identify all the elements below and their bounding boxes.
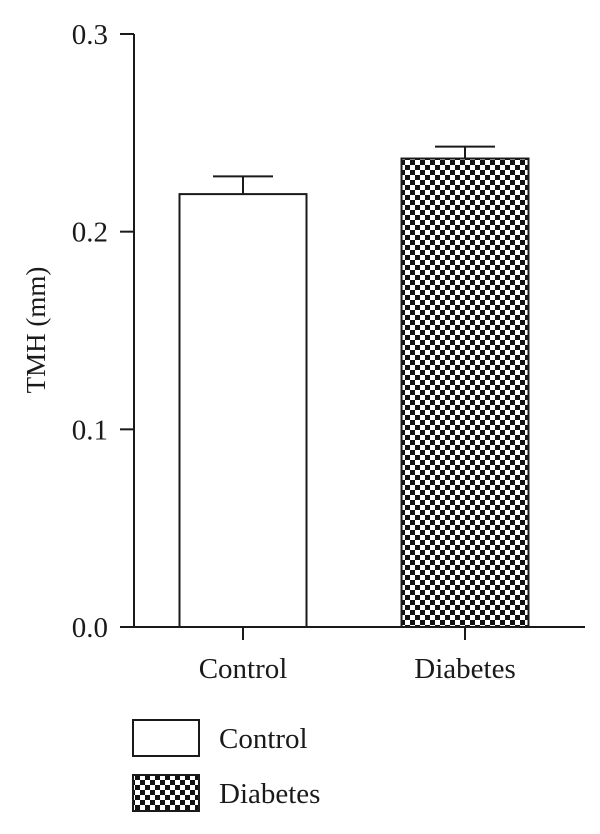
legend: Control Diabetes (132, 719, 320, 812)
y-axis-title: TMH (mm) (21, 267, 51, 394)
y-tick-label: 0.1 (72, 414, 108, 446)
y-tick-label: 0.0 (72, 612, 108, 644)
bars-group (178, 145, 530, 629)
legend-label-diabetes: Diabetes (219, 778, 320, 810)
x-tick-label-control: Control (199, 653, 288, 685)
x-tick-label-diabetes: Diabetes (414, 653, 515, 685)
bar-diabetes (400, 157, 530, 628)
y-tick-label: 0.2 (72, 217, 108, 249)
x-axis-ticks: Control Diabetes (199, 627, 516, 685)
legend-swatch-diabetes (132, 774, 200, 812)
y-axis-ticks: 0.0 0.1 0.2 0.3 (72, 19, 134, 644)
bar-control (178, 193, 308, 629)
y-tick-label: 0.3 (72, 19, 108, 51)
legend-swatch-control (132, 719, 200, 757)
legend-label-control: Control (219, 723, 308, 755)
